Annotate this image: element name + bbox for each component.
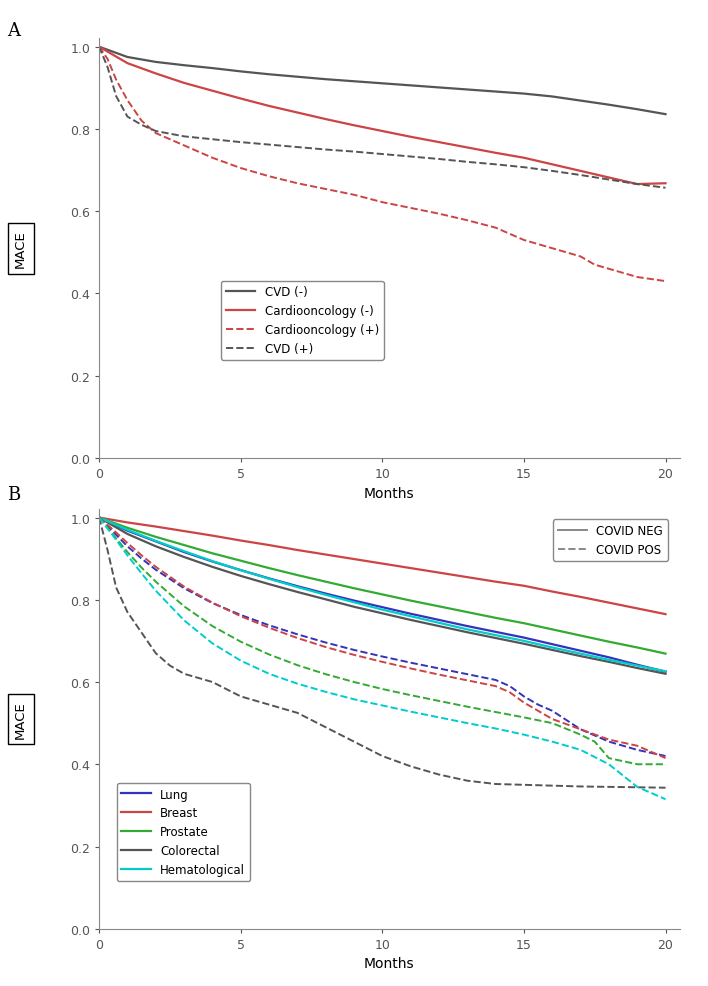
Text: A: A [7,22,20,39]
Legend: COVID NEG, COVID POS: COVID NEG, COVID POS [553,520,668,561]
Text: MACE: MACE [14,700,27,739]
Text: MACE: MACE [14,230,27,268]
Legend: CVD (-), Cardiooncology (-), Cardiooncology (+), CVD (+): CVD (-), Cardiooncology (-), Cardiooncol… [221,281,384,361]
X-axis label: Months: Months [364,486,415,500]
X-axis label: Months: Months [364,956,415,970]
Text: B: B [7,485,21,503]
